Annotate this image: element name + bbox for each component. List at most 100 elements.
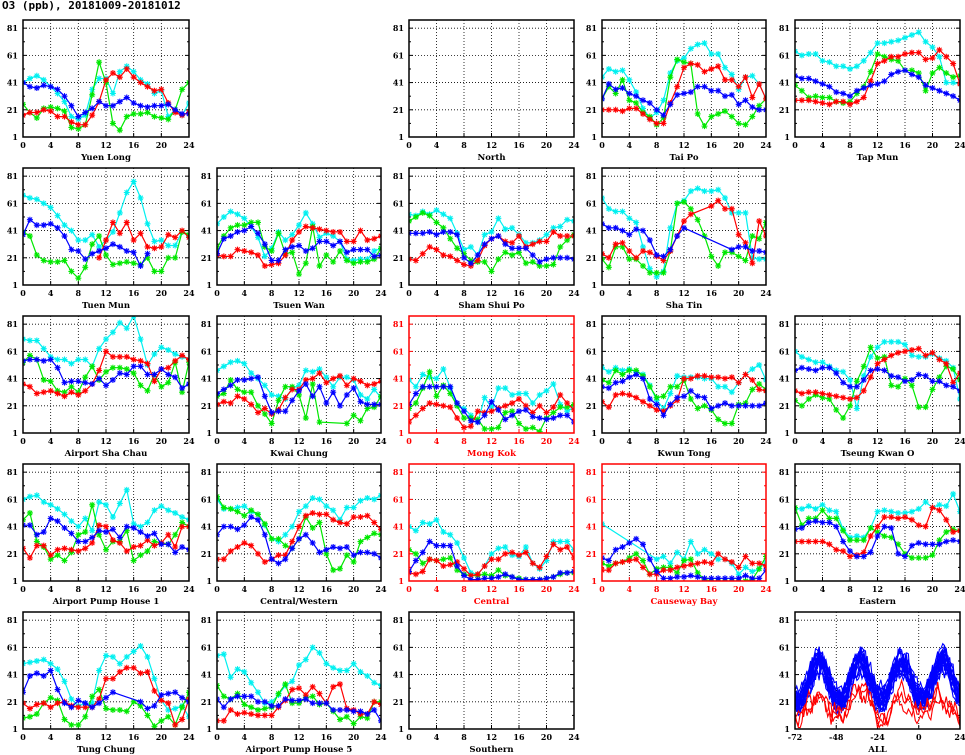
data-point-green: [158, 268, 165, 275]
data-point-cyan: [54, 505, 61, 512]
data-point-blue: [742, 572, 749, 579]
data-point-blue: [75, 697, 82, 704]
data-point-green: [323, 252, 330, 259]
x-tick-label: 12: [293, 436, 304, 446]
data-point-green: [881, 533, 888, 540]
data-point-green: [488, 268, 495, 275]
data-point-blue: [701, 575, 708, 581]
data-point-green: [881, 53, 888, 60]
data-point-cyan: [330, 664, 337, 671]
data-point-red: [123, 65, 130, 72]
data-point-cyan: [151, 507, 158, 514]
x-tick-label: 24: [568, 288, 580, 298]
data-point-green: [412, 213, 419, 220]
data-point-green: [819, 94, 826, 101]
data-point-red: [130, 664, 137, 671]
data-point-cyan: [853, 533, 860, 540]
data-point-cyan: [509, 224, 516, 231]
data-point-green: [557, 243, 564, 250]
data-point-blue: [89, 534, 96, 541]
data-point-blue: [109, 241, 116, 248]
data-point-cyan: [488, 228, 495, 235]
panel-title: Tsuen Wan: [273, 301, 325, 311]
data-point-red: [261, 558, 268, 565]
data-point-cyan: [701, 546, 708, 553]
data-point-blue: [461, 254, 467, 261]
y-tick-label: 1: [784, 576, 790, 586]
data-point-blue: [564, 412, 571, 419]
data-point-cyan: [701, 40, 708, 47]
data-point-blue: [234, 376, 241, 383]
data-point-red: [412, 412, 419, 419]
data-point-blue: [68, 704, 75, 711]
x-tick-label: 8: [269, 732, 275, 742]
data-point-green: [447, 235, 454, 242]
data-point-blue: [227, 696, 234, 703]
data-point-green: [433, 219, 440, 226]
data-point-blue: [302, 381, 309, 388]
data-point-green: [667, 74, 674, 81]
data-point-red: [96, 254, 103, 261]
data-point-green: [337, 716, 343, 723]
data-point-green: [165, 713, 172, 720]
data-point-green: [165, 116, 172, 123]
data-point-red: [660, 257, 667, 264]
x-tick-label: 4: [242, 732, 248, 742]
x-tick-label: 8: [461, 140, 467, 150]
data-point-blue: [605, 224, 612, 231]
data-point-cyan: [151, 675, 158, 682]
data-point-green: [722, 420, 728, 427]
x-tick-label: 0: [214, 288, 220, 298]
y-tick-label: 41: [779, 670, 790, 680]
data-point-cyan: [234, 504, 241, 511]
data-point-blue: [881, 78, 888, 85]
panel-title: Kwai Chung: [270, 449, 328, 459]
data-point-cyan: [68, 696, 75, 703]
x-tick-label: 12: [486, 732, 497, 742]
data-point-red: [255, 252, 261, 259]
data-point-blue: [728, 402, 735, 409]
x-tick-label: 24: [183, 288, 195, 298]
data-point-green: [805, 395, 812, 402]
data-point-cyan: [674, 549, 681, 556]
data-point-blue: [220, 235, 227, 242]
data-point-green: [309, 693, 316, 700]
data-point-red: [840, 548, 847, 555]
data-point-red: [619, 558, 626, 565]
data-point-blue: [708, 405, 715, 412]
data-point-cyan: [543, 231, 550, 238]
panel-title: Tuen Mun: [82, 301, 130, 311]
data-point-red: [605, 567, 612, 574]
y-tick-label: 61: [393, 642, 404, 652]
data-point-blue: [54, 364, 61, 371]
data-point-green: [619, 76, 626, 83]
data-point-red: [461, 261, 467, 268]
data-point-green: [860, 537, 867, 544]
data-point-cyan: [330, 383, 337, 390]
data-point-cyan: [454, 539, 461, 546]
data-point-green: [950, 74, 957, 81]
data-point-red: [40, 700, 47, 707]
data-point-green: [847, 537, 853, 544]
data-point-green: [536, 262, 543, 269]
data-point-green: [268, 420, 275, 427]
data-point-red: [96, 367, 103, 374]
data-point-green: [103, 368, 109, 375]
x-tick-label: 8: [654, 288, 660, 298]
data-point-blue: [337, 238, 343, 245]
data-point-red: [908, 347, 915, 354]
data-point-blue: [687, 572, 694, 579]
x-tick-label: 8: [654, 140, 660, 150]
figure-title: O3 (ppb), 20181009-20181012: [2, 0, 181, 12]
data-point-cyan: [543, 557, 550, 564]
data-point-red: [805, 538, 812, 545]
data-point-blue: [227, 382, 234, 389]
data-point-red: [255, 409, 261, 416]
data-point-cyan: [316, 234, 323, 241]
data-point-green: [674, 200, 681, 207]
data-point-green: [564, 237, 571, 244]
data-point-green: [412, 400, 419, 407]
y-tick-label: 61: [393, 494, 404, 504]
data-point-blue: [275, 257, 282, 264]
